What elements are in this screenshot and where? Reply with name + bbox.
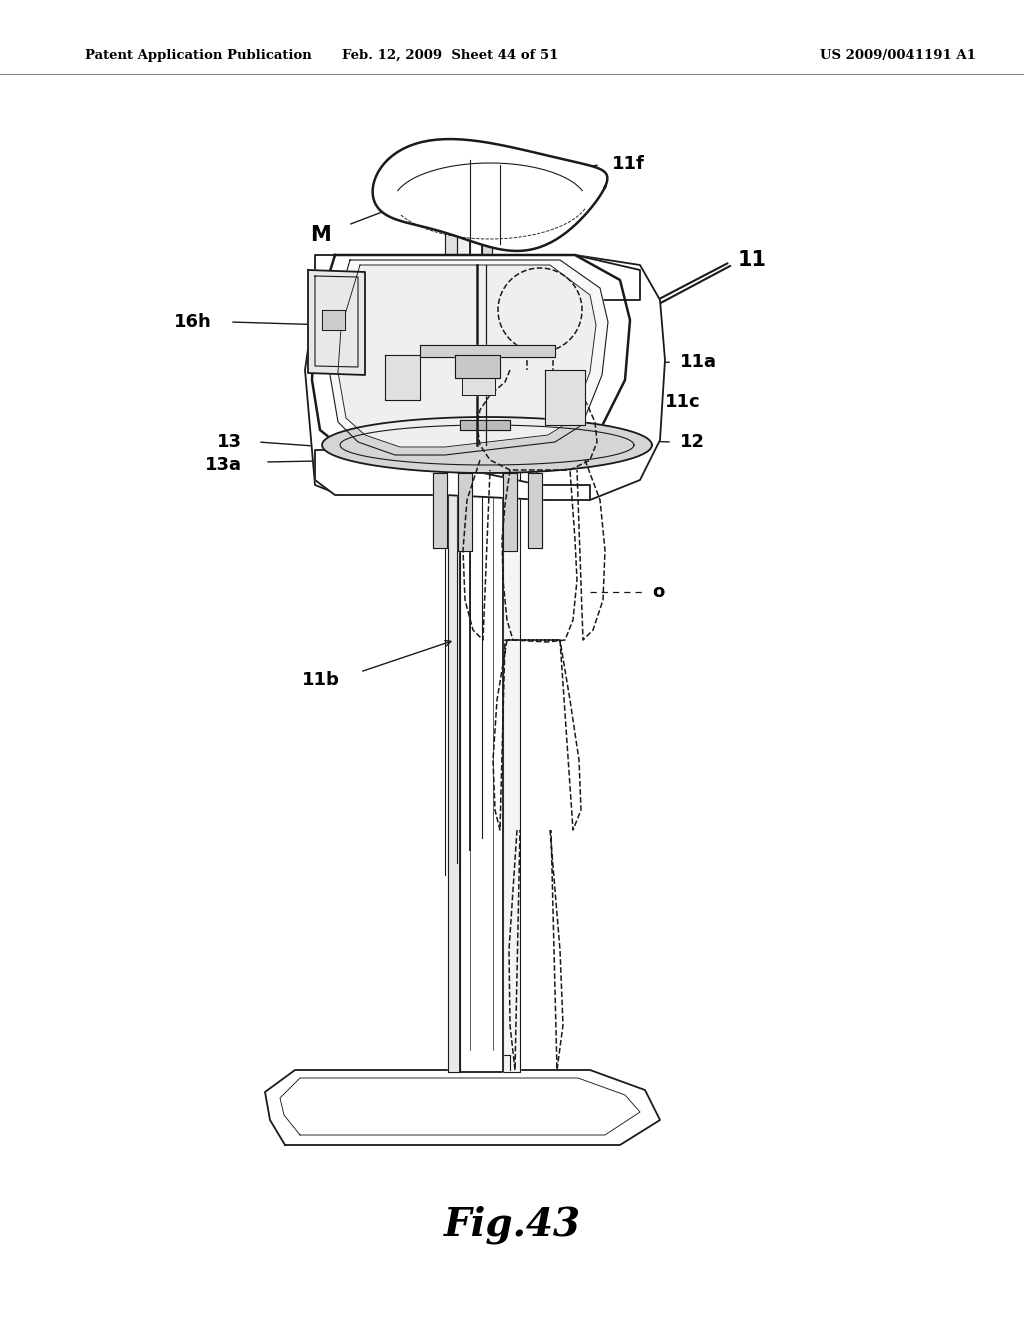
Polygon shape [385, 355, 420, 400]
Polygon shape [315, 450, 590, 500]
Polygon shape [457, 160, 470, 255]
Polygon shape [433, 473, 447, 548]
Polygon shape [470, 162, 482, 255]
Text: 11b: 11b [302, 671, 340, 689]
Polygon shape [315, 255, 640, 300]
Polygon shape [308, 271, 365, 375]
Polygon shape [503, 255, 520, 1072]
Polygon shape [449, 255, 460, 1072]
Polygon shape [458, 473, 472, 550]
Polygon shape [482, 165, 492, 255]
Polygon shape [338, 265, 596, 447]
Text: 13: 13 [217, 433, 242, 451]
Polygon shape [373, 139, 607, 251]
Polygon shape [312, 255, 630, 465]
Text: 11a: 11a [680, 352, 717, 371]
Polygon shape [462, 378, 495, 395]
Text: US 2009/0041191 A1: US 2009/0041191 A1 [820, 49, 976, 62]
Polygon shape [265, 1071, 660, 1144]
Text: Fig.43: Fig.43 [443, 1205, 581, 1245]
Text: 11f: 11f [612, 154, 645, 173]
Text: Feb. 12, 2009  Sheet 44 of 51: Feb. 12, 2009 Sheet 44 of 51 [342, 49, 558, 62]
Polygon shape [535, 255, 665, 500]
Polygon shape [455, 355, 500, 378]
Polygon shape [322, 310, 345, 330]
Polygon shape [503, 473, 517, 550]
Polygon shape [305, 255, 400, 495]
Text: 16h: 16h [174, 313, 212, 331]
Text: 11c: 11c [665, 393, 700, 411]
Polygon shape [330, 260, 608, 455]
Text: o: o [652, 583, 665, 601]
Polygon shape [420, 345, 555, 356]
Text: 13a: 13a [205, 455, 242, 474]
Text: 12: 12 [680, 433, 705, 451]
Polygon shape [323, 417, 652, 473]
Polygon shape [460, 255, 503, 1072]
Polygon shape [460, 420, 510, 430]
Text: Patent Application Publication: Patent Application Publication [85, 49, 311, 62]
Polygon shape [528, 473, 542, 548]
Polygon shape [545, 370, 585, 425]
Text: M: M [309, 224, 331, 246]
Text: 11: 11 [738, 249, 767, 271]
Polygon shape [445, 158, 457, 255]
